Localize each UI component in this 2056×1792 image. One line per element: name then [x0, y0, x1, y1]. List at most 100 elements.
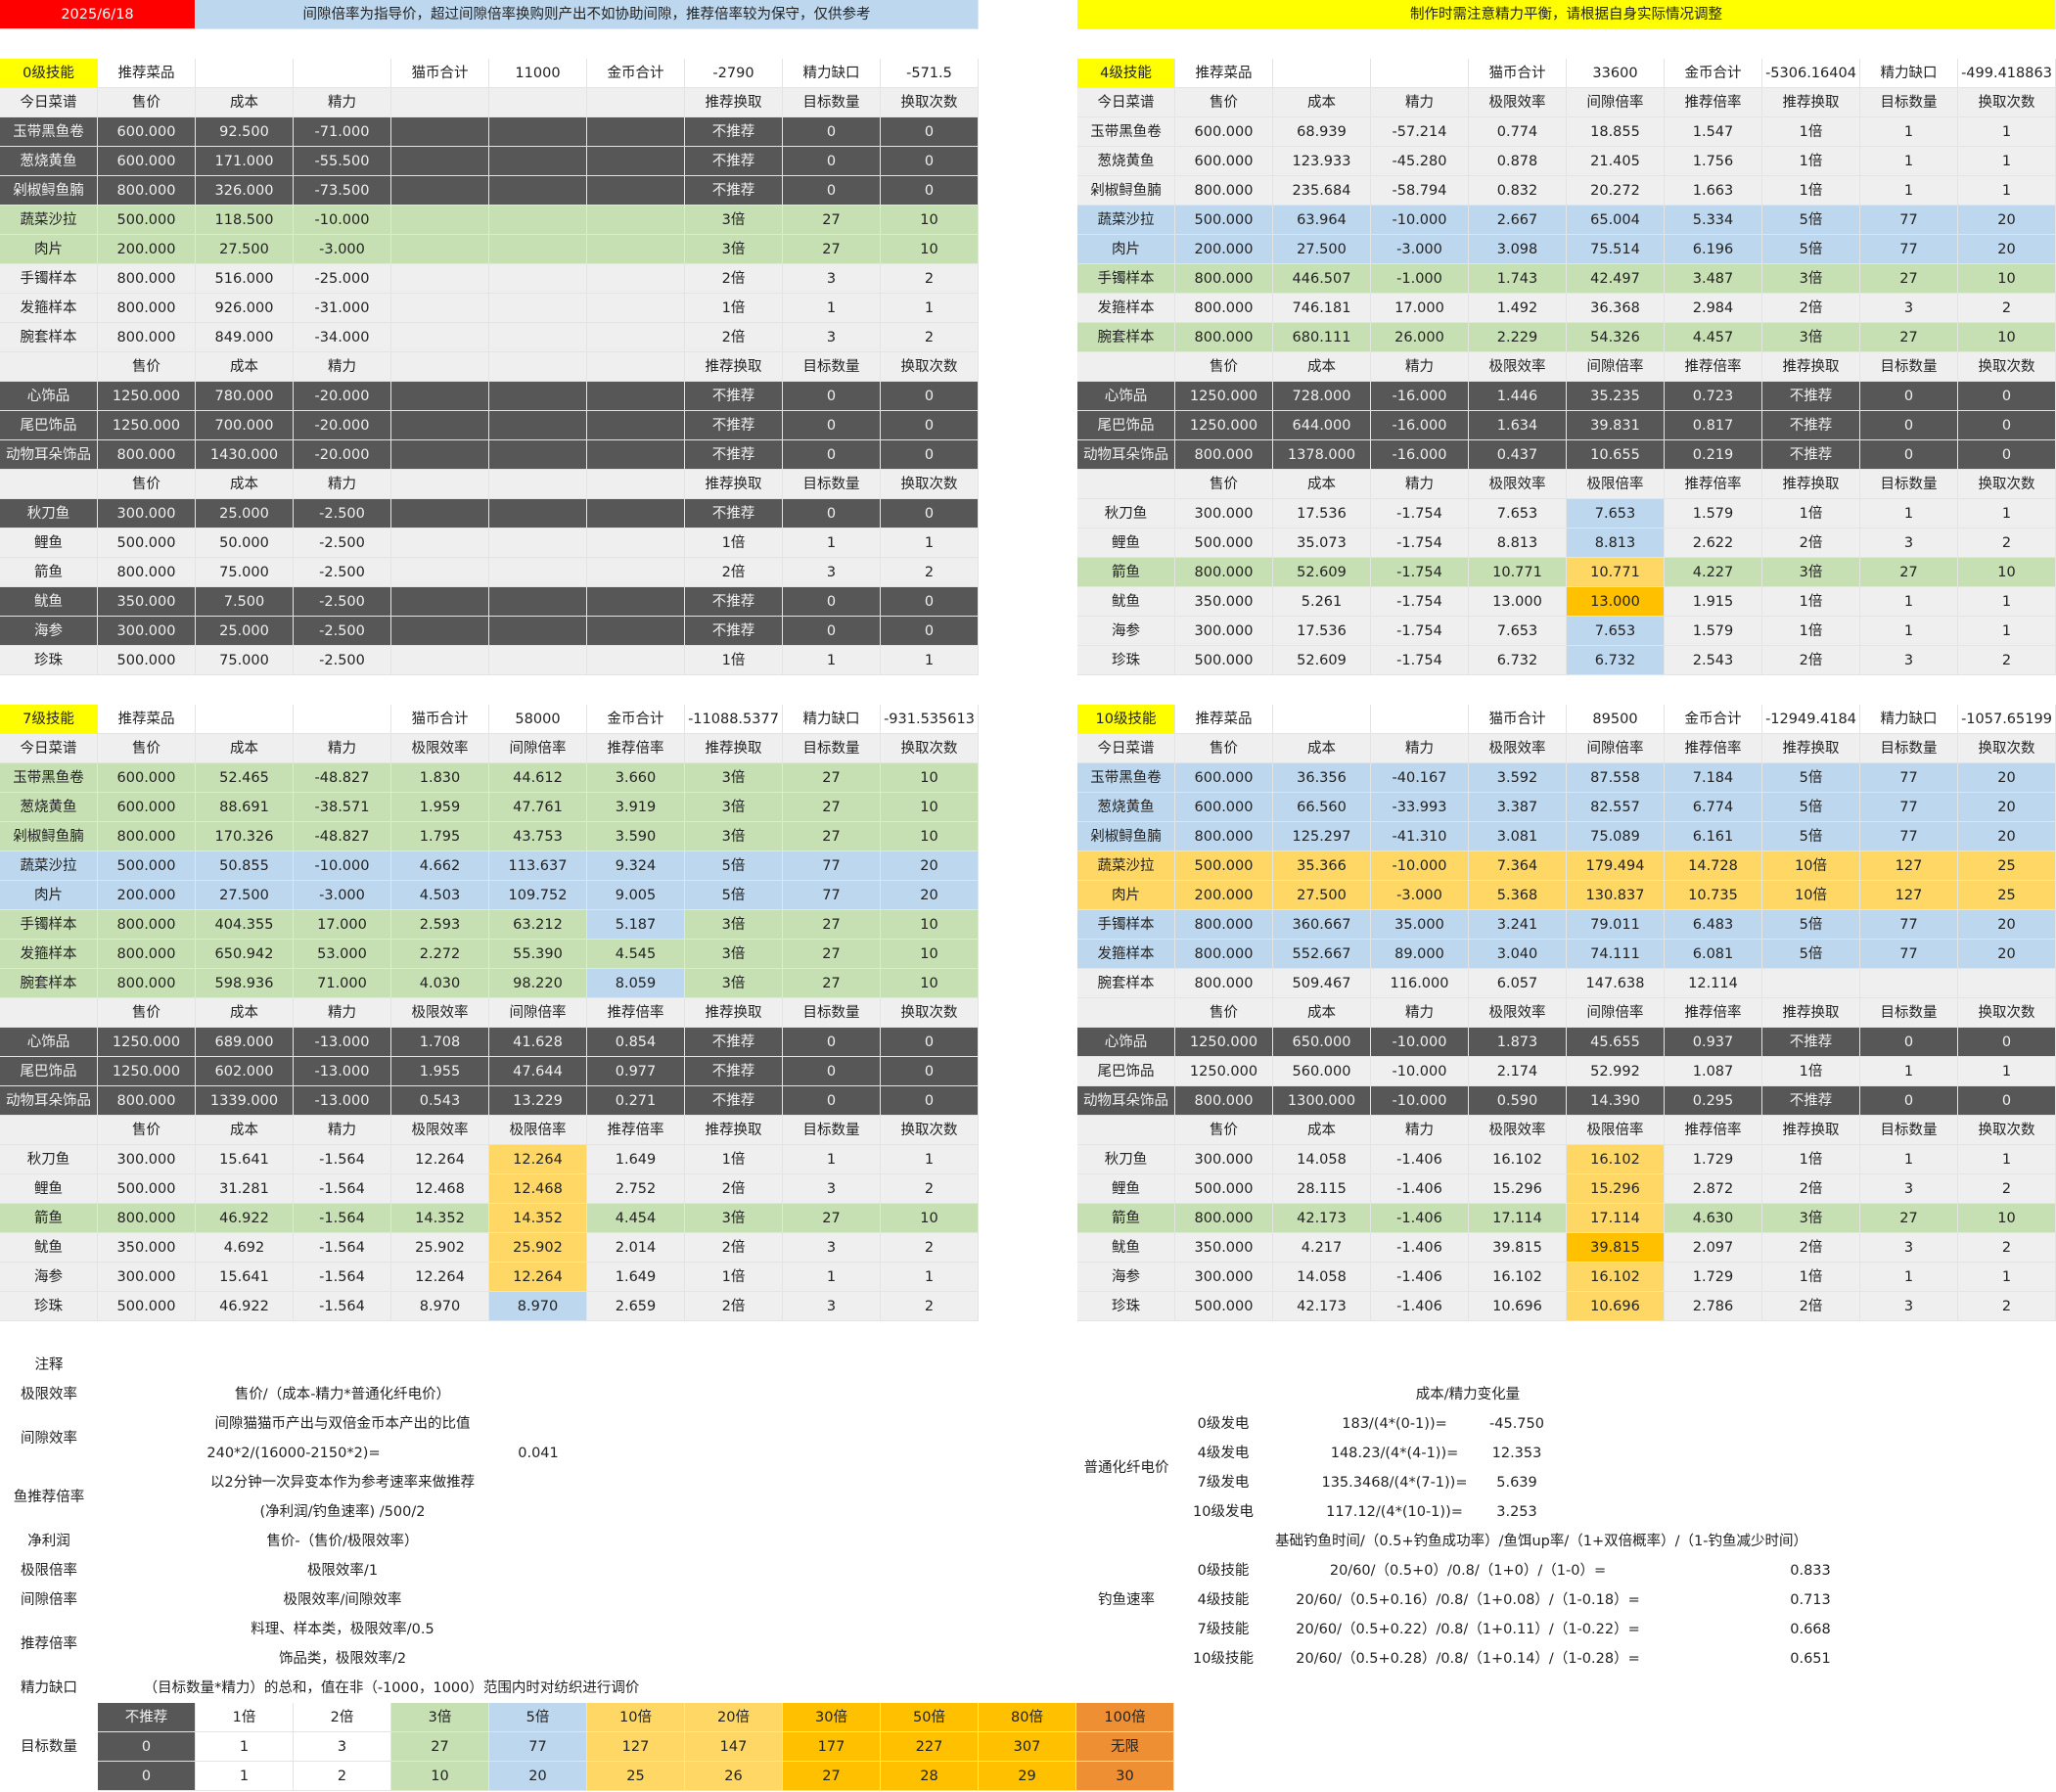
table-cell[interactable]: 1	[1958, 617, 2056, 646]
table-cell[interactable]	[391, 558, 489, 587]
header-cell[interactable]: 精力	[294, 352, 391, 382]
table-cell[interactable]: -55.500	[294, 147, 391, 176]
table-cell[interactable]: 31.281	[196, 1174, 294, 1204]
header-cell[interactable]: 极限倍率	[1567, 470, 1665, 499]
table-cell[interactable]: 1	[1860, 499, 1958, 528]
summary-cell[interactable]	[196, 59, 294, 88]
table-cell[interactable]: 680.111	[1273, 323, 1371, 352]
summary-cell[interactable]	[1273, 705, 1371, 734]
table-cell[interactable]: -73.500	[294, 176, 391, 206]
summary-cell[interactable]: 精力缺口	[1860, 705, 1958, 734]
table-cell[interactable]: -1.406	[1371, 1233, 1469, 1263]
table-cell[interactable]: 404.355	[196, 910, 294, 940]
table-cell[interactable]: 1.634	[1469, 411, 1567, 440]
table-cell[interactable]: -16.000	[1371, 382, 1469, 411]
table-cell[interactable]	[391, 528, 489, 558]
table-cell[interactable]	[587, 323, 685, 352]
table-cell[interactable]: 500.000	[1175, 528, 1273, 558]
level-label[interactable]: 4级技能	[1077, 59, 1175, 88]
header-cell[interactable]: 成本	[196, 998, 294, 1028]
table-cell[interactable]: 63.212	[489, 910, 587, 940]
table-cell[interactable]: 0.977	[587, 1057, 685, 1086]
table-cell[interactable]: 0	[881, 499, 979, 528]
table-cell[interactable]: 45.655	[1567, 1028, 1665, 1057]
table-cell[interactable]: 800.000	[1175, 294, 1273, 323]
table-cell[interactable]: 300.000	[98, 1145, 196, 1174]
table-cell[interactable]: 5倍	[1762, 822, 1860, 851]
item-name-cell[interactable]: 鱿鱼	[0, 587, 98, 617]
table-cell[interactable]: 16.102	[1567, 1145, 1665, 1174]
table-cell[interactable]: 4.454	[587, 1204, 685, 1233]
item-name-cell[interactable]: 蔬菜沙拉	[1077, 206, 1175, 235]
table-cell[interactable]: 1	[1860, 176, 1958, 206]
header-cell[interactable]: 售价	[1175, 998, 1273, 1028]
table-cell[interactable]: 1	[783, 528, 881, 558]
table-cell[interactable]: 200.000	[1175, 235, 1273, 264]
table-cell[interactable]: 2	[881, 1174, 979, 1204]
table-cell[interactable]: 1倍	[1762, 499, 1860, 528]
item-name-cell[interactable]: 心饰品	[0, 382, 98, 411]
table-cell[interactable]: 39.831	[1567, 411, 1665, 440]
table-cell[interactable]	[391, 587, 489, 617]
table-cell[interactable]: 0	[881, 147, 979, 176]
table-cell[interactable]: 25.000	[196, 499, 294, 528]
table-cell[interactable]: 1	[783, 294, 881, 323]
summary-cell[interactable]: -499.418863	[1958, 59, 2056, 88]
table-cell[interactable]: 5倍	[1762, 940, 1860, 969]
header-cell[interactable]: 推荐换取	[1762, 734, 1860, 763]
table-cell[interactable]: 600.000	[98, 763, 196, 793]
table-cell[interactable]: 4.217	[1273, 1233, 1371, 1263]
table-cell[interactable]: 6.161	[1665, 822, 1762, 851]
table-cell[interactable]: 0	[881, 617, 979, 646]
table-cell[interactable]: 4.630	[1665, 1204, 1762, 1233]
table-cell[interactable]: 5倍	[1762, 763, 1860, 793]
table-cell[interactable]: 5倍	[1762, 206, 1860, 235]
table-cell[interactable]: 1300.000	[1273, 1086, 1371, 1116]
item-name-cell[interactable]: 鱿鱼	[0, 1233, 98, 1263]
table-cell[interactable]: 3	[783, 1233, 881, 1263]
table-cell[interactable]: 1倍	[1762, 176, 1860, 206]
table-cell[interactable]: 0.219	[1665, 440, 1762, 470]
table-cell[interactable]: 3倍	[685, 206, 783, 235]
table-cell[interactable]: 3	[783, 1292, 881, 1321]
table-cell[interactable]: 1	[1958, 1057, 2056, 1086]
table-cell[interactable]: 2	[881, 1292, 979, 1321]
item-name-cell[interactable]: 发箍样本	[0, 940, 98, 969]
table-cell[interactable]: 20	[1958, 940, 2056, 969]
table-cell[interactable]: 10	[881, 763, 979, 793]
table-cell[interactable]: 3.081	[1469, 822, 1567, 851]
header-cell[interactable]: 目标数量	[783, 734, 881, 763]
table-cell[interactable]: 36.368	[1567, 294, 1665, 323]
table-cell[interactable]: 5.368	[1469, 881, 1567, 910]
table-cell[interactable]: 8.059	[587, 969, 685, 998]
table-cell[interactable]: 4.692	[196, 1233, 294, 1263]
table-cell[interactable]: 1250.000	[98, 1057, 196, 1086]
legend-qty[interactable]: 127	[587, 1732, 685, 1762]
item-name-cell[interactable]: 尾巴饰品	[1077, 411, 1175, 440]
table-cell[interactable]: 12.264	[489, 1145, 587, 1174]
table-cell[interactable]: 63.964	[1273, 206, 1371, 235]
header-cell[interactable]: 售价	[98, 734, 196, 763]
table-cell[interactable]: 509.467	[1273, 969, 1371, 998]
table-cell[interactable]: 800.000	[1175, 969, 1273, 998]
item-name-cell[interactable]: 海参	[0, 1263, 98, 1292]
table-cell[interactable]: 2倍	[1762, 1233, 1860, 1263]
table-cell[interactable]: 1	[1860, 1057, 1958, 1086]
table-cell[interactable]: 800.000	[98, 176, 196, 206]
table-cell[interactable]: 300.000	[1175, 1145, 1273, 1174]
table-cell[interactable]	[489, 440, 587, 470]
table-cell[interactable]: 800.000	[1175, 910, 1273, 940]
table-cell[interactable]: -10.000	[294, 851, 391, 881]
table-cell[interactable]: 27.500	[1273, 235, 1371, 264]
table-cell[interactable]: 7.653	[1567, 617, 1665, 646]
table-cell[interactable]: 1倍	[1762, 587, 1860, 617]
table-cell[interactable]: 650.942	[196, 940, 294, 969]
table-cell[interactable]	[391, 147, 489, 176]
table-cell[interactable]: 20	[1958, 910, 2056, 940]
header-cell[interactable]: 换取次数	[881, 352, 979, 382]
table-cell[interactable]: 17.114	[1567, 1204, 1665, 1233]
table-cell[interactable]: 1250.000	[1175, 1057, 1273, 1086]
item-name-cell[interactable]: 秋刀鱼	[0, 499, 98, 528]
header-cell[interactable]: 目标数量	[1860, 88, 1958, 117]
table-cell[interactable]: 1.663	[1665, 176, 1762, 206]
